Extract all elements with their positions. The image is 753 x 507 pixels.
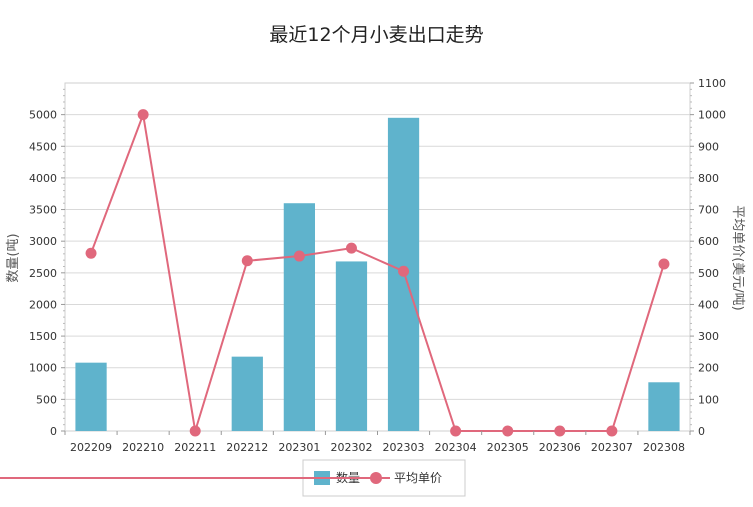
right-tick-label: 400 bbox=[698, 298, 719, 311]
left-tick-label: 3000 bbox=[29, 235, 57, 248]
right-tick-label: 1000 bbox=[698, 109, 726, 122]
left-axis-ticks: 0 500 1000 1500 2000 2500 3000 3500 4000 4500 5000 bbox=[29, 88, 65, 438]
y-axis-title: 数量(吨) bbox=[6, 233, 21, 282]
grid-lines bbox=[65, 82, 690, 400]
x-tick-label: 202301 bbox=[278, 441, 320, 454]
right-tick-label: 500 bbox=[698, 267, 719, 280]
x-tick-label: 202211 bbox=[174, 441, 216, 454]
left-tick-label: 1500 bbox=[29, 330, 57, 343]
left-tick-label: 4000 bbox=[29, 172, 57, 185]
price-point bbox=[241, 255, 253, 267]
x-tick-label: 202210 bbox=[122, 441, 164, 454]
price-point bbox=[345, 242, 357, 254]
right-tick-label: 300 bbox=[698, 330, 719, 343]
price-point bbox=[85, 247, 97, 259]
y2-axis-title: 平均单价(美元/吨) bbox=[730, 205, 745, 311]
price-line bbox=[90, 110, 665, 432]
price-point bbox=[502, 425, 514, 437]
x-tick-label: 202308 bbox=[643, 441, 685, 454]
x-tick-label: 202209 bbox=[70, 441, 112, 454]
legend-line-marker bbox=[370, 472, 382, 484]
right-axis-ticks: 0 100 200 300 400 500 600 700 800 900 1000 1100 bbox=[690, 77, 726, 438]
right-tick-label: 600 bbox=[698, 235, 719, 248]
x-axis-ticks: 202209 202210 202211 202212 202301 202302 2023… bbox=[64, 431, 691, 454]
left-tick-label: 2500 bbox=[29, 267, 57, 280]
x-tick-label: 202307 bbox=[591, 441, 633, 454]
legend: 数量 平均单价 bbox=[0, 459, 466, 497]
left-tick-label: 1000 bbox=[29, 362, 57, 375]
bar bbox=[648, 382, 680, 431]
bar bbox=[335, 261, 368, 431]
price-point bbox=[398, 265, 410, 277]
left-tick-label: 3500 bbox=[29, 204, 57, 217]
x-tick-label: 202212 bbox=[226, 441, 268, 454]
price-point bbox=[658, 258, 670, 270]
left-tick-label: 500 bbox=[36, 393, 57, 406]
x-tick-label: 202305 bbox=[487, 441, 529, 454]
right-tick-label: 800 bbox=[698, 172, 719, 185]
line-series bbox=[85, 109, 670, 437]
price-point bbox=[293, 250, 305, 262]
price-point bbox=[554, 425, 566, 437]
left-tick-label: 4500 bbox=[29, 140, 57, 153]
bar bbox=[283, 203, 315, 431]
x-tick-label: 202303 bbox=[383, 441, 425, 454]
bar-series bbox=[75, 117, 680, 432]
right-tick-label: 900 bbox=[698, 140, 719, 153]
chart-title: 最近12个月小麦出口走势 bbox=[269, 24, 484, 46]
legend-line-label: 平均单价 bbox=[394, 471, 442, 485]
left-tick-label: 0 bbox=[50, 425, 57, 438]
price-point bbox=[606, 425, 618, 437]
right-tick-label: 1100 bbox=[698, 77, 726, 90]
x-tick-label: 202304 bbox=[435, 441, 477, 454]
price-point bbox=[450, 425, 462, 437]
plot-frame bbox=[64, 82, 691, 432]
left-tick-label: 2000 bbox=[29, 298, 57, 311]
right-tick-label: 700 bbox=[698, 204, 719, 217]
price-point bbox=[189, 425, 201, 437]
bar bbox=[75, 362, 107, 431]
x-tick-label: 202302 bbox=[330, 441, 372, 454]
right-tick-label: 0 bbox=[698, 425, 705, 438]
right-tick-label: 200 bbox=[698, 362, 719, 375]
bar bbox=[231, 356, 263, 431]
price-point bbox=[137, 109, 149, 121]
x-tick-label: 202306 bbox=[539, 441, 581, 454]
right-tick-label: 100 bbox=[698, 393, 719, 406]
left-tick-label: 5000 bbox=[29, 109, 57, 122]
